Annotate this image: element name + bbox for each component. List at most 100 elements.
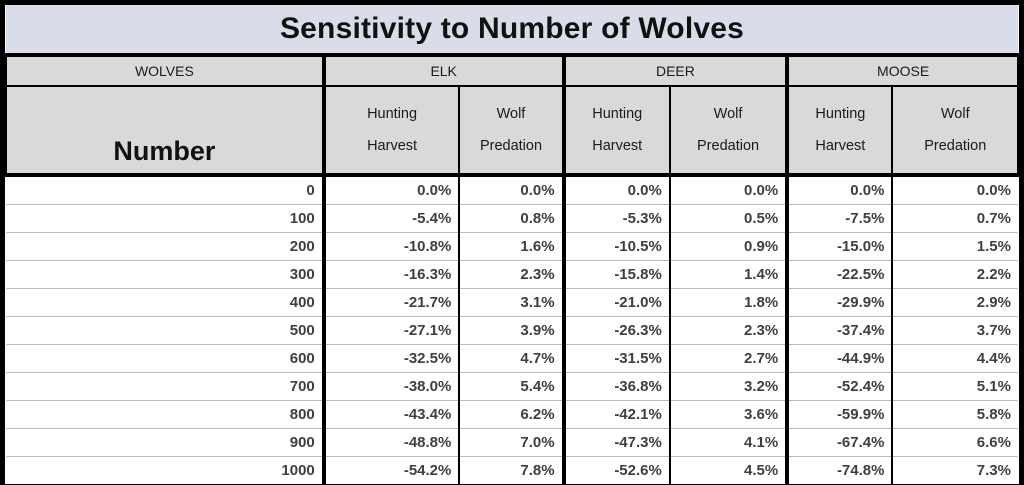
value-cell: -44.9% xyxy=(787,344,894,373)
value-cell: 2.3% xyxy=(669,316,790,345)
value-cell: 2.7% xyxy=(669,344,790,373)
value-cell: -5.4% xyxy=(323,204,461,233)
value-cell: 7.0% xyxy=(459,428,566,457)
column-header-elk-wolf-predation: Wolf Predation xyxy=(458,85,566,177)
table-row: 400 -21.7% 3.1% -21.0% 1.8% -29.9% 2.9% xyxy=(6,288,1018,317)
value-cell: -54.2% xyxy=(323,456,461,484)
table-row: 500 -27.1% 3.9% -26.3% 2.3% -37.4% 3.7% xyxy=(6,316,1018,345)
value-cell: -38.0% xyxy=(323,372,461,401)
value-cell: 3.7% xyxy=(892,316,1018,345)
value-cell: 0.0% xyxy=(459,175,566,205)
table-row: 600 -32.5% 4.7% -31.5% 2.7% -44.9% 4.4% xyxy=(6,344,1018,373)
wolves-number-cell: 700 xyxy=(6,372,326,401)
value-cell: 7.3% xyxy=(892,456,1018,484)
value-cell: 0.0% xyxy=(976,182,1011,199)
value-cell: 0.5% xyxy=(669,204,790,233)
value-cell: -32.5% xyxy=(323,344,461,373)
wolves-number-cell: 800 xyxy=(6,400,326,429)
value-cell: 6.6% xyxy=(892,428,1018,457)
wolves-number-cell: 100 xyxy=(6,204,326,233)
value-cell: -31.5% xyxy=(563,344,671,373)
value-cell: -42.1% xyxy=(563,400,671,429)
sub-header-line: Predation xyxy=(697,138,760,154)
sub-header-line: Wolf xyxy=(940,106,970,122)
value-cell: 5.8% xyxy=(892,400,1018,429)
value-cell: -15.0% xyxy=(787,232,894,261)
sub-header-line: Predation xyxy=(479,138,543,154)
table-row: 900 -48.8% 7.0% -47.3% 4.1% -67.4% 6.6% xyxy=(6,428,1018,457)
table-body: 0 0.0% 0.0% 0.0% 0.0% 0.0% 0.0% 100 -5.4% 0.8% -5.… xyxy=(6,175,1018,484)
value-cell: 5.1% xyxy=(892,372,1018,401)
value-cell: -27.1% xyxy=(323,316,461,345)
value-cell: -47.3% xyxy=(563,428,671,457)
column-header-moose-hunting-harvest: Hunting Harvest xyxy=(785,85,894,177)
value-cell: -10.8% xyxy=(323,232,461,261)
sub-header-line: Harvest xyxy=(592,138,643,154)
value-cell: 0.0% xyxy=(669,175,790,205)
table-row: 200 -10.8% 1.6% -10.5% 0.9% -15.0% 1.5% xyxy=(6,232,1018,261)
group-header-moose: MOOSE xyxy=(785,54,1019,87)
title-row: Sensitivity to Number of Wolves xyxy=(6,5,1018,57)
sub-header-line: Hunting xyxy=(592,106,643,122)
value-cell: -36.8% xyxy=(563,372,671,401)
value-cell: 4.1% xyxy=(669,428,790,457)
value-cell: 2.3% xyxy=(459,260,566,289)
value-cell: 4.7% xyxy=(459,344,566,373)
wolves-number-cell: 1000 xyxy=(6,456,326,484)
value-cell: 3.9% xyxy=(459,316,566,345)
value-cell: -7.5% xyxy=(787,204,894,233)
table-row: 700 -38.0% 5.4% -36.8% 3.2% -52.4% 5.1% xyxy=(6,372,1018,401)
value-cell: 4.5% xyxy=(669,456,790,484)
value-cell: -16.3% xyxy=(323,260,461,289)
value-cell: 3.2% xyxy=(669,372,790,401)
value-cell: 1.6% xyxy=(459,232,566,261)
value-cell: 1.4% xyxy=(669,260,790,289)
table-row: 300 -16.3% 2.3% -15.8% 1.4% -22.5% 2.2% xyxy=(6,260,1018,289)
value-cell: -48.8% xyxy=(323,428,461,457)
page-title: Sensitivity to Number of Wolves xyxy=(6,5,1018,57)
value-cell: -21.7% xyxy=(323,288,461,317)
group-header-wolves: WOLVES xyxy=(5,54,326,87)
wolves-number-cell: 500 xyxy=(6,316,326,345)
wolves-number-cell: 300 xyxy=(6,260,326,289)
value-cell: -43.4% xyxy=(323,400,461,429)
value-cell: 1.5% xyxy=(892,232,1018,261)
value-cell: 0.7% xyxy=(892,204,1018,233)
value-cell: 0.8% xyxy=(459,204,566,233)
value-cell: -26.3% xyxy=(563,316,671,345)
value-cell: -52.6% xyxy=(563,456,671,484)
value-cell: -15.8% xyxy=(563,260,671,289)
column-header-elk-hunting-harvest: Hunting Harvest xyxy=(321,85,461,177)
sub-header-line: Wolf xyxy=(496,106,526,122)
column-header-moose-wolf-predation: Wolf Predation xyxy=(891,85,1019,177)
wolves-number-cell: 400 xyxy=(6,288,326,317)
sub-header-row: Number Hunting Harvest Wolf Predation Hu xyxy=(5,85,1019,177)
value-cell: 0.9% xyxy=(669,232,790,261)
value-cell: -74.8% xyxy=(787,456,894,484)
value-cell: 4.4% xyxy=(892,344,1018,373)
value-cell: 6.2% xyxy=(459,400,566,429)
sensitivity-table: Sensitivity to Number of Wolves WOLVES E… xyxy=(5,5,1019,484)
value-cell: 0.0% xyxy=(787,175,894,205)
wolves-number-cell: 200 xyxy=(6,232,326,261)
sub-header-line: Hunting xyxy=(815,106,866,122)
sub-header-line: Predation xyxy=(924,138,987,154)
table-row: 0 0.0% 0.0% 0.0% 0.0% 0.0% 0.0% xyxy=(6,175,1018,205)
value-cell: -29.9% xyxy=(787,288,894,317)
value-cell: 3.1% xyxy=(459,288,566,317)
sub-header-line: Hunting xyxy=(367,106,418,122)
value-cell: -22.5% xyxy=(787,260,894,289)
value-cell: 0.0% xyxy=(323,175,461,205)
value-cell: -67.4% xyxy=(787,428,894,457)
table-row: 100 -5.4% 0.8% -5.3% 0.5% -7.5% 0.7% xyxy=(6,204,1018,233)
value-cell: -21.0% xyxy=(563,288,671,317)
group-header-elk: ELK xyxy=(321,54,566,87)
column-header-deer-hunting-harvest: Hunting Harvest xyxy=(561,85,671,177)
sub-header-line: Harvest xyxy=(367,138,418,154)
value-cell: -10.5% xyxy=(563,232,671,261)
table-row: 1000 -54.2% 7.8% -52.6% 4.5% -74.8% 7.3% xyxy=(6,456,1018,484)
value-cell: 0.0% xyxy=(563,175,671,205)
sub-header-line: Wolf xyxy=(713,106,743,122)
group-header-deer: DEER xyxy=(561,54,790,87)
value-cell: -52.4% xyxy=(787,372,894,401)
